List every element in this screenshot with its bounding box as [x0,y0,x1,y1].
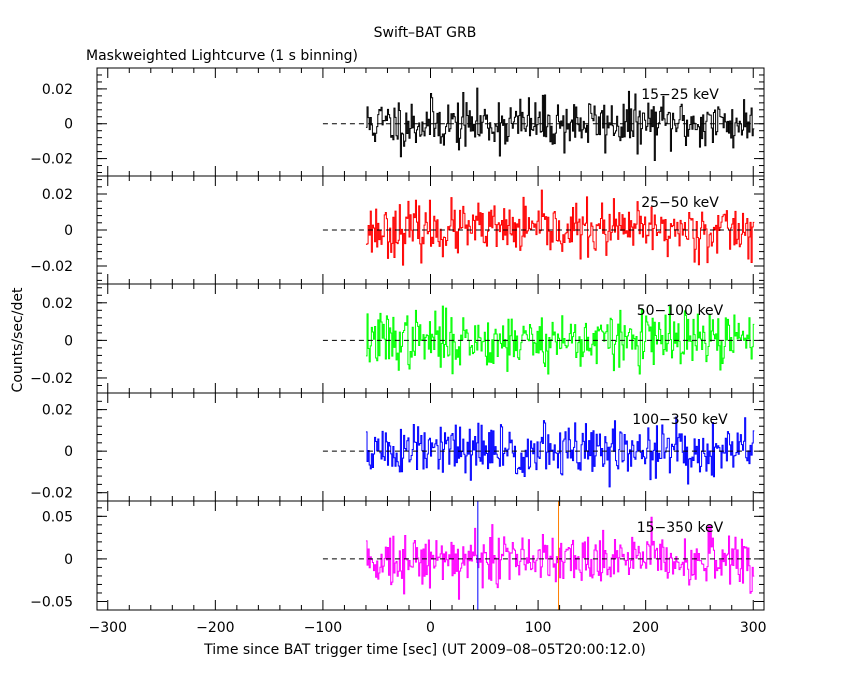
x-tick-label: 200 [632,620,659,636]
y-tick-label: 0 [64,552,73,568]
x-tick-labels: −300 −200 −100 0 100 200 300 [89,620,767,636]
series-line [365,87,755,162]
band-label: 100−350 keV [632,412,728,428]
y-tick-label: 0.02 [42,187,73,203]
x-axis-label: Time since BAT trigger time [sec] (UT 20… [203,642,646,658]
x-tick-label: 300 [740,620,767,636]
panel-4: 100−350 keV −0.02 0 0.02 [30,392,765,502]
y-tick-label: 0 [64,117,73,133]
band-label: 15−350 keV [637,520,724,536]
band-label: 15−25 keV [641,87,719,103]
series-line [365,305,755,375]
y-tick-label: 0 [64,444,73,460]
y-tick-label: −0.02 [30,486,73,502]
x-tick-label: 0 [426,620,435,636]
panel-2: 25−50 keV −0.02 0 0.02 [30,175,765,285]
y-tick-label: −0.02 [30,152,73,168]
y-tick-label: −0.05 [30,594,73,610]
x-tick-label: −100 [304,620,342,636]
panel-5: 15−350 keV −0.05 0 0.05 [30,500,765,611]
x-tick-label: −200 [196,620,234,636]
y-tick-label: −0.02 [30,259,73,275]
band-label: 25−50 keV [641,195,719,211]
series-line [365,516,755,600]
series-line [365,416,755,488]
band-label: 50−100 keV [637,303,724,319]
y-tick-label: 0 [64,333,73,349]
panel-1: 15−25 keV −0.02 0 0.02 [30,67,765,177]
y-tick-label: 0.02 [42,82,73,98]
x-tick-label: 100 [525,620,552,636]
y-tick-label: 0.02 [42,296,73,312]
y-axis-label: Counts/sec/det [10,287,26,392]
y-tick-label: 0.05 [42,509,73,525]
x-tick-label: −300 [89,620,127,636]
y-tick-label: 0.02 [42,403,73,419]
chart-subtitle: Maskweighted Lightcurve (1 s binning) [86,48,358,64]
chart-title: Swift–BAT GRB [374,25,477,41]
series-line [365,189,755,266]
panel-3: 50−100 keV −0.02 0 0.02 [30,283,765,394]
y-tick-label: −0.02 [30,371,73,387]
y-tick-label: 0 [64,223,73,239]
